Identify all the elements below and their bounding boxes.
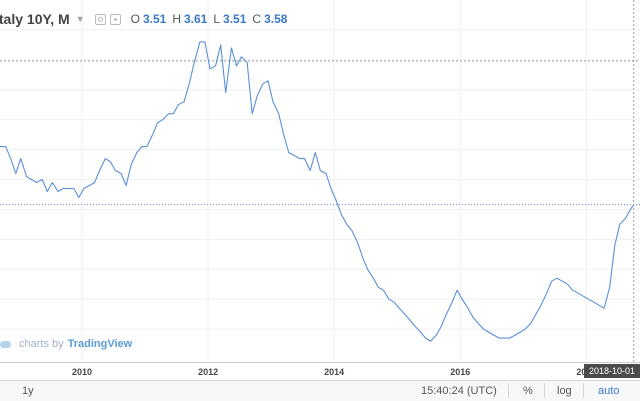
crosshair-date-tag: 2018-10-01	[584, 364, 640, 378]
chart-legend: Italy 10Y, M ▼ O 3.51 H 3.61 L 3.51 C 3.…	[0, 9, 287, 29]
open-value: 3.51	[142, 12, 167, 26]
high-value: 3.61	[184, 12, 208, 26]
high-label: H	[172, 12, 181, 26]
tradingview-watermark[interactable]: charts by TradingView	[0, 338, 132, 350]
x-tick-label: 2010	[71, 367, 92, 377]
log-scale-button[interactable]: log	[557, 385, 572, 397]
caret-down-icon[interactable]: ▼	[75, 14, 85, 24]
price-chart[interactable]	[0, 0, 640, 362]
toolbar-separator	[583, 383, 584, 398]
auto-scale-button[interactable]: auto	[598, 385, 620, 397]
low-value: 3.51	[223, 12, 247, 26]
toolbar-separator	[544, 383, 545, 398]
toolbar-separator	[508, 383, 509, 398]
close-value: 3.58	[264, 12, 288, 26]
symbol-title[interactable]: Italy 10Y, M	[0, 11, 70, 27]
range-1y-button[interactable]: 1y	[22, 385, 34, 397]
open-label: O	[130, 12, 140, 26]
watermark-brand[interactable]: TradingView	[67, 338, 133, 350]
gear-icon[interactable]	[109, 13, 121, 25]
clock-time: 15:40:24 (UTC)	[421, 385, 497, 397]
x-tick-label: 2016	[450, 367, 471, 377]
price-line-series	[0, 41, 635, 342]
tradingview-cloud-icon	[0, 340, 11, 348]
chart-area[interactable]: Italy 10Y, M ▼ O 3.51 H 3.61 L 3.51 C 3.…	[0, 0, 640, 362]
low-label: L	[213, 12, 221, 26]
eye-icon[interactable]	[94, 13, 106, 25]
x-tick-label: 2014	[324, 367, 345, 377]
percent-scale-button[interactable]: %	[523, 385, 533, 397]
bottom-toolbar: 1y 15:40:24 (UTC) % log auto	[0, 380, 640, 401]
watermark-prefix: charts by	[19, 338, 64, 350]
close-label: C	[252, 12, 262, 26]
x-tick-label: 2012	[198, 367, 219, 377]
